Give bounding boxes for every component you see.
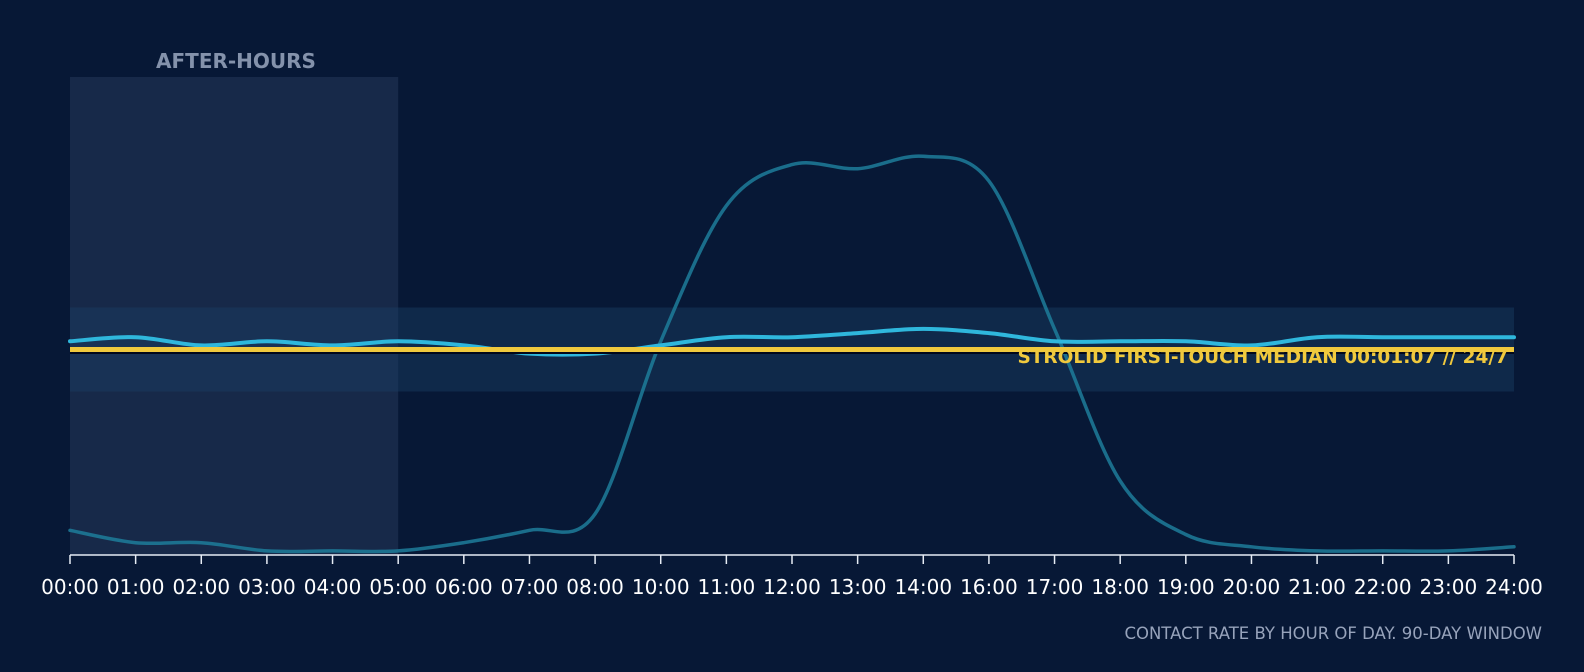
series-line-primary (68, 326, 1516, 357)
x-tick-label: 20:00 (1223, 575, 1281, 599)
chart-caption: CONTACT RATE BY HOUR OF DAY. 90-DAY WIND… (1124, 624, 1542, 643)
x-tick-label: 13:00 (829, 575, 887, 599)
x-tick-label: 22:00 (1354, 575, 1412, 599)
x-tick-label: 08:00 (566, 575, 624, 599)
x-tick-label: 21:00 (1288, 575, 1346, 599)
after-hours-label: AFTER-HOURS (156, 49, 316, 73)
x-tick-label: 04:00 (304, 575, 362, 599)
after-hours-region (70, 77, 399, 555)
x-tick-label: 19:00 (1157, 575, 1215, 599)
x-tick-label: 01:00 (107, 575, 165, 599)
series-line-secondary (68, 154, 1516, 554)
x-tick-label: 23:00 (1420, 575, 1478, 599)
x-tick-label: 05:00 (369, 575, 427, 599)
x-tick-label: 24:00 (1485, 575, 1543, 599)
x-tick-label: 17:00 (1026, 575, 1084, 599)
x-tick-label: 18:00 (1091, 575, 1149, 599)
x-tick-label: 14:00 (894, 575, 952, 599)
x-tick-label: 11:00 (698, 575, 756, 599)
x-tick-label: 00:00 (41, 575, 99, 599)
x-tick-label: 07:00 (501, 575, 559, 599)
x-tick-label: 06:00 (435, 575, 493, 599)
x-tick-label: 10:00 (632, 575, 690, 599)
x-tick-label: 03:00 (238, 575, 296, 599)
median-label: STROLID FIRST-TOUCH MEDIAN 00:01:07 // 2… (1017, 347, 1508, 368)
x-tick-label: 02:00 (172, 575, 230, 599)
x-tick-label: 16:00 (960, 575, 1018, 599)
x-tick-label: 12:00 (763, 575, 821, 599)
